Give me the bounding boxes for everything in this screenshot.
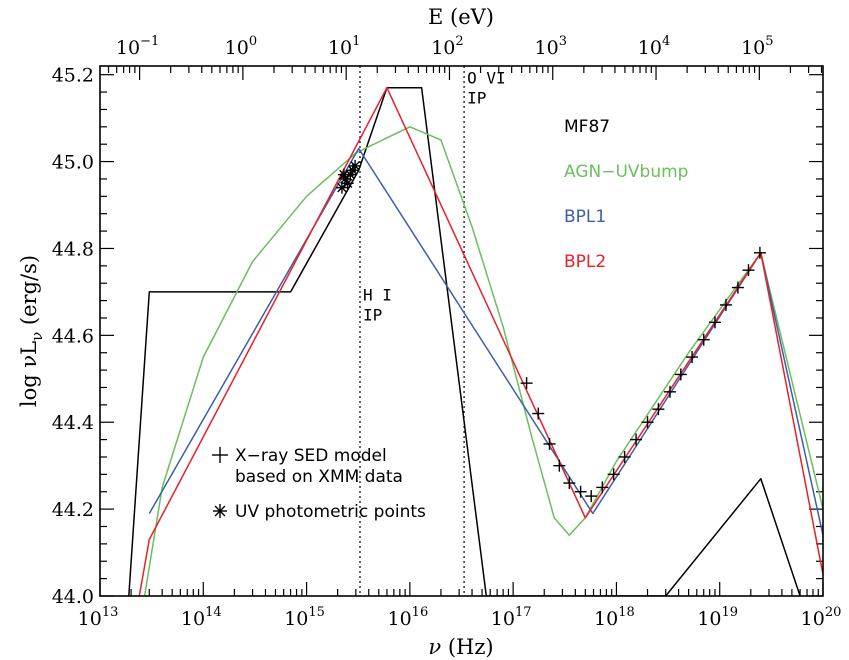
legend-entry: BPL1 [564, 207, 606, 227]
x-tick-label: 1013 [78, 605, 119, 630]
ionization-label: IP [467, 88, 486, 107]
ionization-label: IP [363, 306, 382, 325]
xray-point [608, 468, 620, 480]
y-tick-label: 45.2 [52, 65, 94, 87]
top-axis-label: E (eV) [428, 5, 494, 29]
legend-symbol-plus [212, 447, 228, 463]
legend-entry: MF87 [564, 117, 610, 137]
y-tick-label: 44.0 [52, 586, 94, 608]
xray-point [732, 282, 744, 294]
ionization-label: H I [363, 286, 392, 305]
xray-point [521, 377, 533, 389]
y-tick-label: 44.8 [52, 238, 94, 260]
model-curves [129, 88, 823, 596]
legend-symbol-asterisk [213, 504, 227, 518]
legend-symbol-label: based on XMM data [235, 467, 403, 487]
xray-point [532, 408, 544, 420]
legend-symbol-label: UV photometric points [235, 502, 426, 522]
y-axis-label: log νLν (erg/s) [17, 255, 46, 407]
tick-labels: 1013 1014 1015 1016 1017 1018 1019 1020 10−1 100 1… [52, 34, 842, 630]
x-tick-label: 1020 [801, 605, 842, 630]
top-tick-label: 102 [431, 34, 463, 59]
x-tick-label: 1016 [387, 605, 428, 630]
series-agn-uvbump [145, 127, 823, 596]
data-points [336, 160, 766, 502]
uv-point [349, 160, 361, 172]
ionization-label: O VI [467, 68, 506, 87]
x-tick-label: 1015 [284, 605, 325, 630]
top-tick-label: 104 [638, 34, 670, 59]
top-tick-label: 10−1 [116, 34, 159, 59]
y-tick-label: 45.0 [52, 152, 94, 174]
y-tick-label: 44.4 [52, 412, 94, 434]
x-tick-label: 1019 [697, 605, 738, 630]
top-tick-label: 100 [225, 34, 257, 59]
axis-ticks [100, 66, 823, 596]
x-tick-label: 1014 [181, 605, 222, 630]
top-tick-label: 101 [328, 34, 360, 59]
x-axis-label: ν (Hz) [428, 635, 493, 659]
x-tick-label: 1018 [594, 605, 635, 630]
xray-point [754, 247, 766, 259]
legend-symbol-label: X−ray SED model [235, 446, 387, 466]
top-tick-label: 105 [741, 34, 773, 59]
x-tick-label: 1017 [491, 605, 532, 630]
xray-point [563, 477, 575, 489]
legend-entry: AGN−UVbump [564, 162, 688, 182]
y-tick-label: 44.2 [52, 499, 94, 521]
legend-entry: BPL2 [564, 252, 606, 272]
uv-point [338, 169, 350, 181]
top-tick-label: 103 [535, 34, 567, 59]
y-tick-label: 44.6 [52, 325, 94, 347]
plot-frame [100, 66, 823, 596]
